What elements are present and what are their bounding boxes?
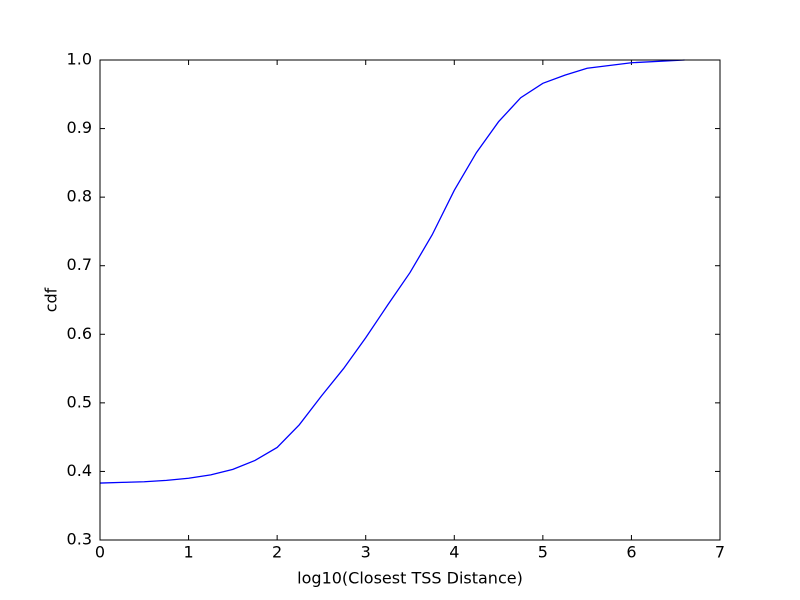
x-tick-label: 7 xyxy=(715,543,725,562)
y-tick-label: 0.7 xyxy=(67,255,92,274)
y-axis-label: cdf xyxy=(42,287,61,312)
x-tick-label: 2 xyxy=(272,543,282,562)
x-tick-label: 0 xyxy=(95,543,105,562)
x-tick-label: 4 xyxy=(449,543,459,562)
x-tick-label: 1 xyxy=(183,543,193,562)
x-tick-label: 3 xyxy=(361,543,371,562)
y-tick-label: 0.3 xyxy=(67,530,92,549)
x-axis-label: log10(Closest TSS Distance) xyxy=(297,569,523,588)
x-tick-label: 5 xyxy=(538,543,548,562)
y-tick-label: 1.0 xyxy=(67,50,92,69)
y-tick-label: 0.4 xyxy=(67,461,92,480)
line-series xyxy=(99,59,685,484)
plot-frame xyxy=(99,59,721,541)
y-tick-label: 0.5 xyxy=(67,392,92,411)
y-tick-label: 0.9 xyxy=(67,118,92,137)
y-tick-label: 0.8 xyxy=(67,187,92,206)
y-tick-label: 0.6 xyxy=(67,324,92,343)
x-tick-label: 6 xyxy=(626,543,636,562)
